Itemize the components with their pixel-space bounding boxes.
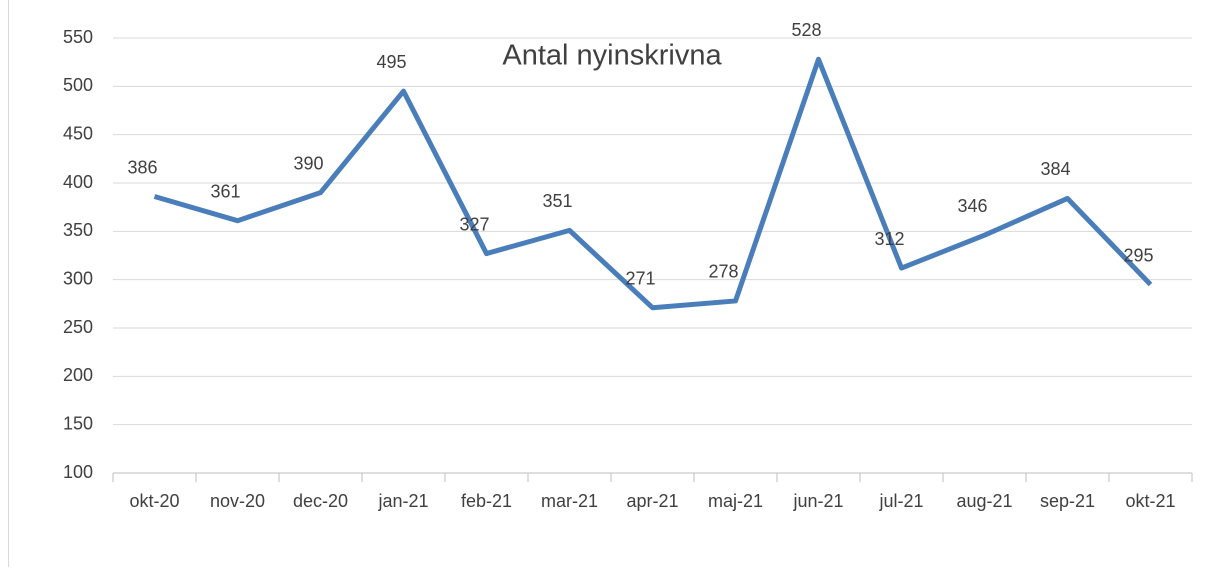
data-label: 278	[708, 262, 738, 282]
line	[153, 56, 1153, 311]
y-tick-label: 250	[63, 317, 93, 337]
data-label: 390	[293, 153, 323, 173]
data-label: 271	[625, 268, 655, 288]
y-tick-label: 550	[63, 27, 93, 47]
x-tick-label: dec-20	[293, 491, 348, 511]
chart-title: Antal nyinskrivna	[502, 40, 722, 72]
y-tick-label: 300	[63, 268, 93, 288]
x-tick-label: nov-20	[210, 491, 265, 511]
data-label: 495	[376, 52, 406, 72]
data-label: 361	[210, 181, 240, 201]
data-label: 327	[459, 214, 489, 234]
data-label: 295	[1123, 245, 1153, 265]
x-tick-label: apr-21	[626, 491, 678, 511]
x-tick-label: okt-21	[1125, 491, 1175, 511]
y-tick-label: 350	[63, 220, 93, 240]
y-tick-label: 400	[63, 172, 93, 192]
data-label: 386	[127, 157, 157, 177]
data-label: 528	[791, 20, 821, 40]
x-tick-label: okt-20	[129, 491, 179, 511]
data-label: 346	[957, 196, 987, 216]
data-label: 312	[874, 229, 904, 249]
x-tick-label: jan-21	[377, 491, 428, 511]
x-tick-label: maj-21	[708, 491, 763, 511]
y-tick-label: 150	[63, 413, 93, 433]
x-tick-label: jun-21	[792, 491, 843, 511]
x-tick-label: sep-21	[1040, 491, 1095, 511]
x-tick-label: aug-21	[956, 491, 1012, 511]
y-tick-label: 200	[63, 365, 93, 385]
x-tick-label: jul-21	[878, 491, 923, 511]
x-tick-label: mar-21	[541, 491, 598, 511]
x-tick-label: feb-21	[461, 491, 512, 511]
data-label: 351	[542, 191, 572, 211]
y-tick-label: 450	[63, 123, 93, 143]
y-tick-label: 100	[63, 462, 93, 482]
data-label: 384	[1040, 159, 1070, 179]
y-tick-label: 500	[63, 75, 93, 95]
